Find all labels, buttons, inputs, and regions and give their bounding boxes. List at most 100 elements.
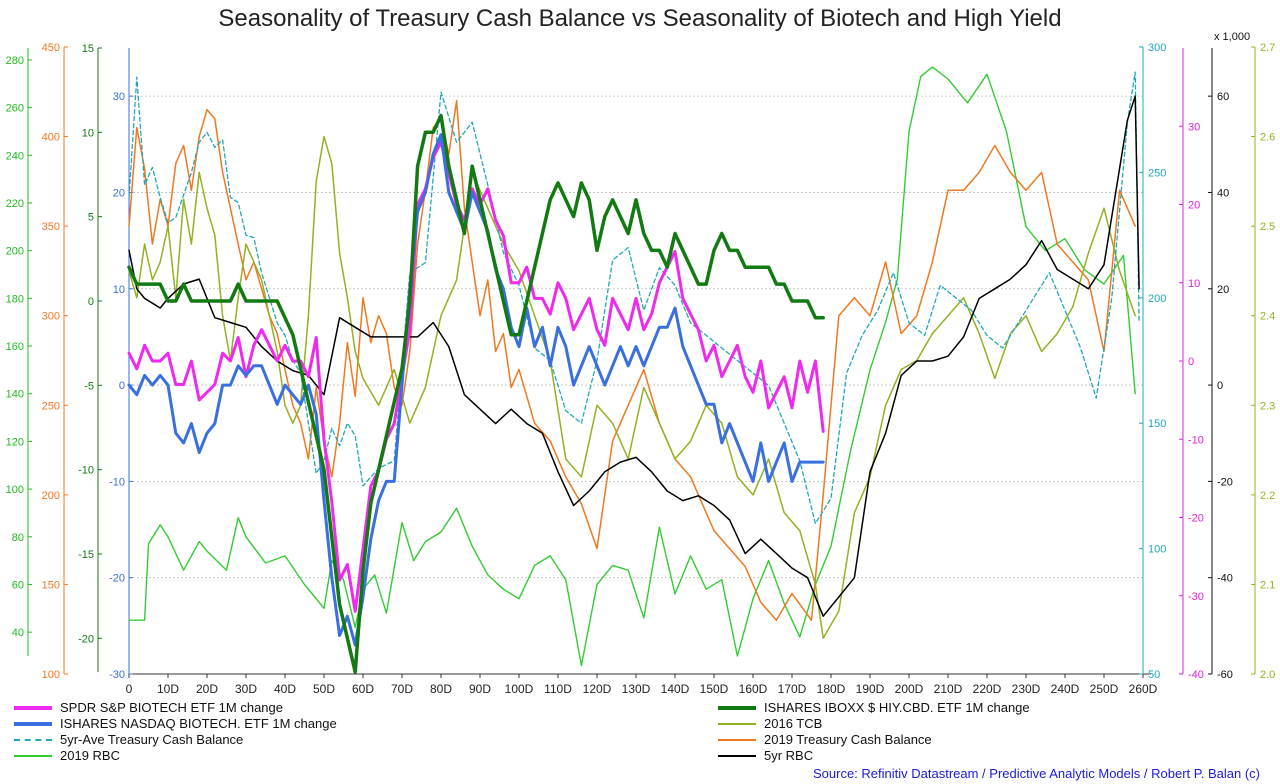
x-tick-label: 120D	[583, 682, 612, 696]
x-tick-label: 90D	[469, 682, 491, 696]
series-line	[128, 99, 1136, 622]
x-tick-label: 0	[126, 682, 133, 696]
legend-item: 5yr-Ave Treasury Cash Balance	[14, 732, 243, 747]
y-tick-label-ibb: -30	[109, 669, 125, 681]
y-tick-label-rbc5: 60	[1217, 91, 1229, 103]
y-tick-label-rbc2019: 200	[6, 246, 24, 258]
x-tick-label: 60D	[352, 682, 374, 696]
y-tick-label-tcb5: 200	[1148, 293, 1166, 305]
y-tick-label-rbc5: 0	[1217, 380, 1223, 392]
x-tick-label: 40D	[274, 682, 296, 696]
legend-swatch	[718, 754, 756, 757]
y-tick-label-xbi: 0	[1188, 356, 1194, 368]
source-credit: Source: Refinitiv Datastream / Predictiv…	[812, 766, 1260, 781]
legend-item: SPDR S&P BIOTECH ETF 1M change	[14, 700, 283, 715]
y-tick-label-rbc2019: 120	[6, 436, 24, 448]
legend-label: SPDR S&P BIOTECH ETF 1M change	[60, 700, 283, 715]
y-tick-label-rbc5: 40	[1217, 187, 1229, 199]
y-tick-label-rbc2019: 260	[6, 103, 24, 115]
y-tick-label-xbi: -10	[1188, 434, 1204, 446]
legend-swatch	[14, 738, 52, 741]
y-tick-label-tcb2016: 2.0	[1260, 669, 1275, 681]
y-tick-label-ibb: 10	[113, 284, 125, 296]
legend-label: 2019 RBC	[60, 748, 120, 763]
y-tick-label-ibb: 30	[113, 91, 125, 103]
x-tick-label: 80D	[430, 682, 452, 696]
y-tick-label-tcb2016: 2.4	[1260, 311, 1275, 323]
y-tick-label-hiy: 10	[82, 127, 94, 139]
y-tick-label-xbi: -30	[1188, 591, 1204, 603]
legend-label: ISHARES IBOXX $ HIY.CBD. ETF 1M change	[764, 700, 1030, 715]
legend-label: ISHARES NASDAQ BIOTECH. ETF 1M change	[60, 716, 337, 731]
x-tick-label: 260D	[1129, 682, 1158, 696]
x-tick-label: 250D	[1090, 682, 1119, 696]
legend-swatch	[718, 722, 756, 725]
y-tick-label-tcb5: 300	[1148, 42, 1166, 54]
legend-label: 5yr-Ave Treasury Cash Balance	[60, 732, 244, 747]
x-tick-label: 140D	[661, 682, 690, 696]
y-tick-label-xbi: -40	[1188, 669, 1204, 681]
y-tick-label-ibb: 0	[119, 380, 125, 392]
y-tick-label-hiy: 5	[88, 212, 94, 224]
y-axis-unit-label: x 1,000	[1214, 31, 1250, 43]
x-tick-label: 20D	[196, 682, 218, 696]
y-tick-label-tcb2019: 150	[42, 579, 60, 591]
y-tick-label-tcb2019: 200	[42, 490, 60, 502]
legend-item: ISHARES IBOXX $ HIY.CBD. ETF 1M change	[718, 700, 1030, 715]
legend-label: 2016 TCB	[764, 716, 823, 731]
x-tick-label: 160D	[739, 682, 768, 696]
y-tick-label-xbi: -20	[1188, 513, 1204, 525]
y-tick-label-rbc5: -60	[1217, 669, 1233, 681]
y-tick-label-ibb: 20	[113, 187, 125, 199]
y-tick-label-xbi: 20	[1188, 200, 1200, 212]
legend-item: 2019 RBC	[14, 748, 120, 763]
y-tick-label-tcb2019: 350	[42, 221, 60, 233]
y-tick-label-rbc2019: 160	[6, 341, 24, 353]
y-tick-label-hiy: -5	[84, 380, 94, 392]
x-tick-label: 240D	[1051, 682, 1080, 696]
series-line	[127, 133, 825, 647]
y-tick-label-rbc5: -40	[1217, 573, 1233, 585]
series-line	[128, 95, 1140, 617]
y-tick-label-rbc2019: 180	[6, 293, 24, 305]
x-tick-label: 10D	[157, 682, 179, 696]
legend-item: 2016 TCB	[718, 716, 822, 731]
x-tick-label: 210D	[934, 682, 963, 696]
y-tick-label-tcb5: 150	[1148, 418, 1166, 430]
x-tick-label: 110D	[544, 682, 572, 696]
y-tick-label-tcb2019: 400	[42, 132, 60, 144]
y-tick-label-hiy: -20	[78, 633, 94, 645]
legend-swatch	[14, 754, 52, 757]
legend-swatch	[14, 705, 52, 710]
legend-swatch	[718, 738, 756, 741]
y-tick-label-rbc2019: 100	[6, 484, 24, 496]
x-tick-label: 230D	[1012, 682, 1041, 696]
y-tick-label-rbc2019: 140	[6, 389, 24, 401]
series-line	[128, 71, 1140, 525]
x-tick-label: 100D	[505, 682, 534, 696]
x-tick-label: 70D	[391, 682, 413, 696]
x-tick-label: 180D	[817, 682, 846, 696]
legend-swatch	[14, 721, 52, 726]
y-tick-label-tcb2019: 100	[42, 669, 60, 681]
y-tick-label-ibb: -10	[109, 476, 125, 488]
y-tick-label-rbc5: 20	[1217, 284, 1229, 296]
y-tick-label-rbc2019: 220	[6, 198, 24, 210]
y-tick-label-tcb2016: 2.5	[1260, 221, 1275, 233]
y-tick-label-rbc2019: 80	[12, 532, 24, 544]
x-tick-label: 220D	[973, 682, 1002, 696]
series-line	[128, 135, 1136, 639]
y-tick-label-hiy: 0	[88, 296, 94, 308]
y-tick-label-tcb2016: 2.3	[1260, 400, 1275, 412]
legend-label: 2019 Treasury Cash Balance	[764, 732, 932, 747]
x-tick-label: 170D	[778, 682, 807, 696]
legend-item: 2019 Treasury Cash Balance	[718, 732, 932, 747]
legend-item: ISHARES NASDAQ BIOTECH. ETF 1M change	[14, 716, 337, 731]
x-tick-label: 130D	[622, 682, 651, 696]
y-tick-label-tcb2019: 300	[42, 311, 60, 323]
y-tick-label-tcb5: 250	[1148, 167, 1166, 179]
legend-swatch	[718, 705, 756, 710]
y-tick-label-hiy: -15	[78, 549, 94, 561]
y-tick-label-rbc2019: 60	[12, 579, 24, 591]
